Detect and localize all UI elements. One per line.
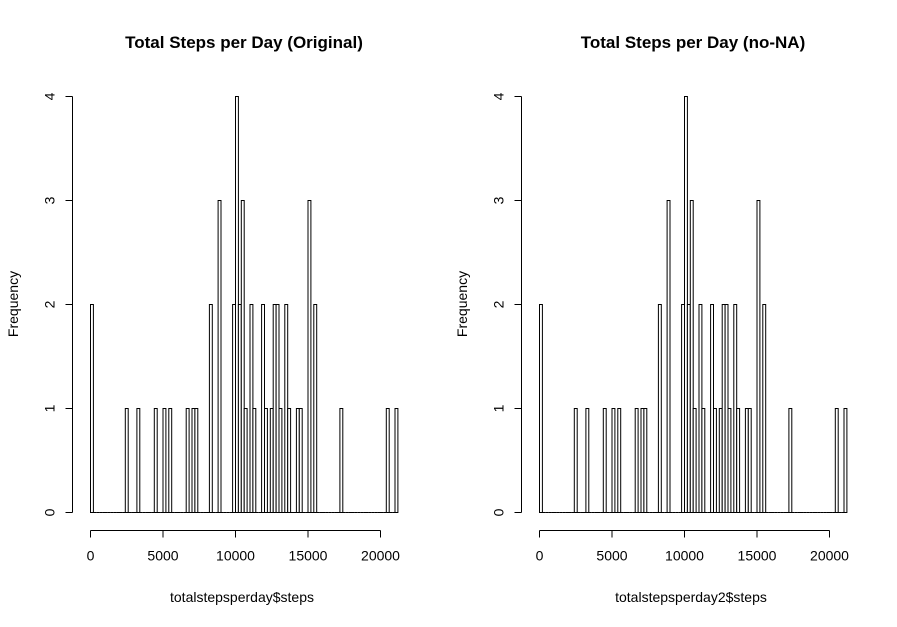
histogram-bar xyxy=(701,408,706,513)
histogram-bar xyxy=(168,408,173,513)
x-axis: 0 5000 10000 15000 20000 xyxy=(87,530,400,564)
histogram-bar xyxy=(339,408,344,513)
histogram-bar xyxy=(834,408,839,513)
histogram-bar xyxy=(313,304,318,513)
y-tick-label: 1 xyxy=(42,404,58,412)
histogram-bar xyxy=(287,408,292,513)
x-tick-label: 5000 xyxy=(147,548,178,564)
x-tick-label: 0 xyxy=(87,548,95,564)
x-tick-label: 20000 xyxy=(810,548,849,564)
histogram-bar xyxy=(611,408,616,513)
chart-title: Total Steps per Day (no-NA) xyxy=(581,33,805,52)
x-axis: 0 5000 10000 15000 20000 xyxy=(536,530,849,564)
histogram-bar xyxy=(243,408,248,513)
histogram-bar xyxy=(602,408,607,513)
x-tick-label: 10000 xyxy=(665,548,704,564)
histogram-bar xyxy=(713,408,717,513)
histogram-chart-no-na: Total Steps per Day (no-NA) totalstepspe… xyxy=(454,33,849,605)
histogram-bar xyxy=(217,200,222,513)
histogram-bars xyxy=(539,96,848,513)
histogram-bar xyxy=(124,408,129,513)
histogram-chart-original: Total Steps per Day (Original) totalstep… xyxy=(5,33,400,605)
x-tick-label: 15000 xyxy=(738,548,777,564)
histogram-bar xyxy=(298,408,303,513)
histogram-bar xyxy=(153,408,158,513)
histogram-bar xyxy=(90,304,94,513)
y-axis: 0 1 2 3 4 xyxy=(42,92,73,516)
histogram-bar xyxy=(278,408,283,513)
histogram-bar xyxy=(643,408,648,513)
y-tick-label: 2 xyxy=(491,300,507,308)
histogram-panel-original: Total Steps per Day (Original) totalstep… xyxy=(0,0,448,627)
histogram-bar xyxy=(666,200,671,513)
histogram-bar xyxy=(788,408,793,513)
histogram-bar xyxy=(162,408,167,513)
histogram-bar xyxy=(385,408,390,513)
histogram-bar xyxy=(252,408,257,513)
histogram-bar xyxy=(185,408,190,513)
histogram-bar xyxy=(689,200,694,513)
histogram-panel-no-na: Total Steps per Day (no-NA) totalstepspe… xyxy=(449,0,897,627)
histogram-bar xyxy=(736,408,741,513)
y-tick-label: 0 xyxy=(491,508,507,516)
histogram-bar xyxy=(394,408,399,513)
y-axis-label: Frequency xyxy=(454,271,470,337)
chart-title: Total Steps per Day (Original) xyxy=(125,33,363,52)
histogram-bar xyxy=(240,200,245,513)
y-tick-label: 4 xyxy=(491,92,507,100)
histogram-bar xyxy=(573,408,578,513)
x-tick-label: 5000 xyxy=(596,548,627,564)
histogram-bars xyxy=(90,96,399,513)
x-axis-label: totalstepsperday2$steps xyxy=(615,589,767,605)
histogram-bar xyxy=(657,304,662,513)
histogram-bar xyxy=(843,408,848,513)
x-tick-label: 10000 xyxy=(216,548,255,564)
y-tick-label: 3 xyxy=(42,196,58,204)
histogram-bar xyxy=(539,304,543,513)
histogram-bar xyxy=(756,200,761,513)
histogram-bar xyxy=(762,304,767,513)
y-tick-label: 0 xyxy=(42,508,58,516)
histogram-bar xyxy=(617,408,622,513)
histogram-bar xyxy=(264,408,268,513)
histogram-bar xyxy=(747,408,752,513)
histogram-bar xyxy=(634,408,639,513)
x-tick-label: 20000 xyxy=(361,548,400,564)
histogram-bar xyxy=(208,304,213,513)
y-axis-label: Frequency xyxy=(5,271,21,337)
histogram-bar xyxy=(585,408,590,513)
y-tick-label: 1 xyxy=(491,404,507,412)
histogram-bar xyxy=(692,408,697,513)
histogram-bar xyxy=(307,200,312,513)
histogram-bar xyxy=(727,408,732,513)
y-tick-label: 4 xyxy=(42,92,58,100)
histogram-bar xyxy=(136,408,141,513)
histogram-bar xyxy=(194,408,199,513)
x-tick-label: 0 xyxy=(536,548,544,564)
x-axis-label: totalstepsperday$steps xyxy=(170,589,314,605)
y-tick-label: 2 xyxy=(42,300,58,308)
y-axis: 0 1 2 3 4 xyxy=(491,92,522,516)
y-tick-label: 3 xyxy=(491,196,507,204)
x-tick-label: 15000 xyxy=(289,548,328,564)
